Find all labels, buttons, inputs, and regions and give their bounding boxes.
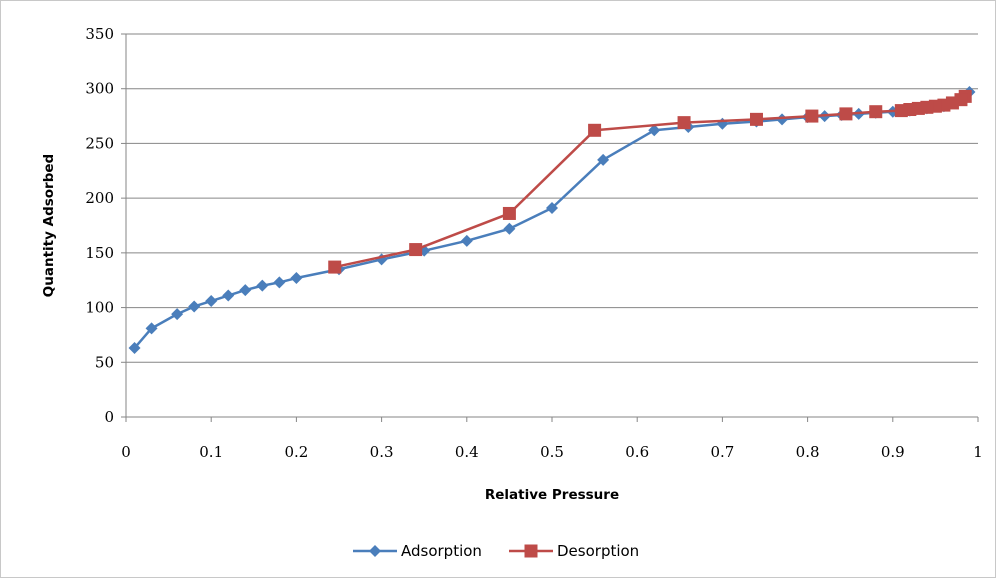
point-adsorption-8 [273,276,286,289]
x-tick-labels: 0 0.1 0.2 0.3 0.4 0.5 0.6 0.7 0.8 0.9 1 [121,443,983,461]
y-tick-label-4: 200 [85,189,114,207]
x-tick-label-7: 0.7 [710,443,734,461]
x-axis-title: Relative Pressure [485,487,619,503]
point-adsorption-15 [546,201,558,214]
y-tick-label-7: 350 [85,25,114,43]
y-axis-title: Quantity Adsorbed [41,154,57,297]
series-line-desorption [334,95,966,269]
x-tick-label-9: 0.9 [881,443,905,461]
point-desorption-10 [839,107,853,121]
point-adsorption-13 [460,234,473,247]
point-adsorption-4 [205,295,218,308]
y-tick-label-5: 250 [85,134,114,152]
point-adsorption-16 [597,153,610,166]
x-tick-label-5: 0.5 [540,443,564,461]
series-line-adsorption [133,91,971,349]
x-tick-label-4: 0.4 [455,443,479,461]
y-tick-label-3: 150 [85,244,114,262]
x-tick-label-6: 0.6 [625,443,649,461]
point-adsorption-5 [222,289,235,302]
point-adsorption-17 [648,124,661,137]
x-tick-label-0: 0 [121,443,131,461]
y-tick-label-6: 300 [85,80,114,98]
axes [121,33,979,422]
point-adsorption-21 [776,113,789,126]
point-desorption-9 [869,105,883,119]
legend-marker-adsorption [369,545,381,557]
point-desorption-8 [894,104,908,118]
point-desorption-12 [749,112,763,126]
point-adsorption-7 [256,279,269,292]
point-adsorption-2 [171,308,184,321]
point-desorption-16 [409,243,423,257]
point-adsorption-1 [145,322,158,335]
y-tick-label-1: 50 [95,353,114,371]
point-adsorption-3 [188,300,201,313]
x-tick-label-10: 1 [973,443,983,461]
point-desorption-14 [588,123,602,137]
legend-label-desorption: Desorption [557,542,639,560]
series-layer [128,85,976,355]
point-desorption-13 [677,116,691,130]
point-desorption-15 [502,206,516,220]
y-tick-label-2: 100 [85,299,114,317]
point-adsorption-14 [503,222,516,235]
point-adsorption-0 [128,342,141,355]
x-tick-label-2: 0.2 [284,443,308,461]
x-tick-label-8: 0.8 [796,443,820,461]
y-tick-label-0: 0 [104,408,114,426]
point-desorption-17 [328,260,342,274]
legend: Adsorption Desorption [353,542,639,560]
point-desorption-11 [805,109,819,123]
legend-marker-desorption [524,544,538,558]
gridlines [126,33,978,363]
point-adsorption-6 [239,284,252,297]
y-tick-labels: 0 50 100 150 200 250 300 350 [85,25,114,426]
legend-label-adsorption: Adsorption [401,542,482,560]
x-tick-label-1: 0.1 [199,443,223,461]
x-tick-label-3: 0.3 [370,443,394,461]
point-adsorption-9 [290,272,303,285]
